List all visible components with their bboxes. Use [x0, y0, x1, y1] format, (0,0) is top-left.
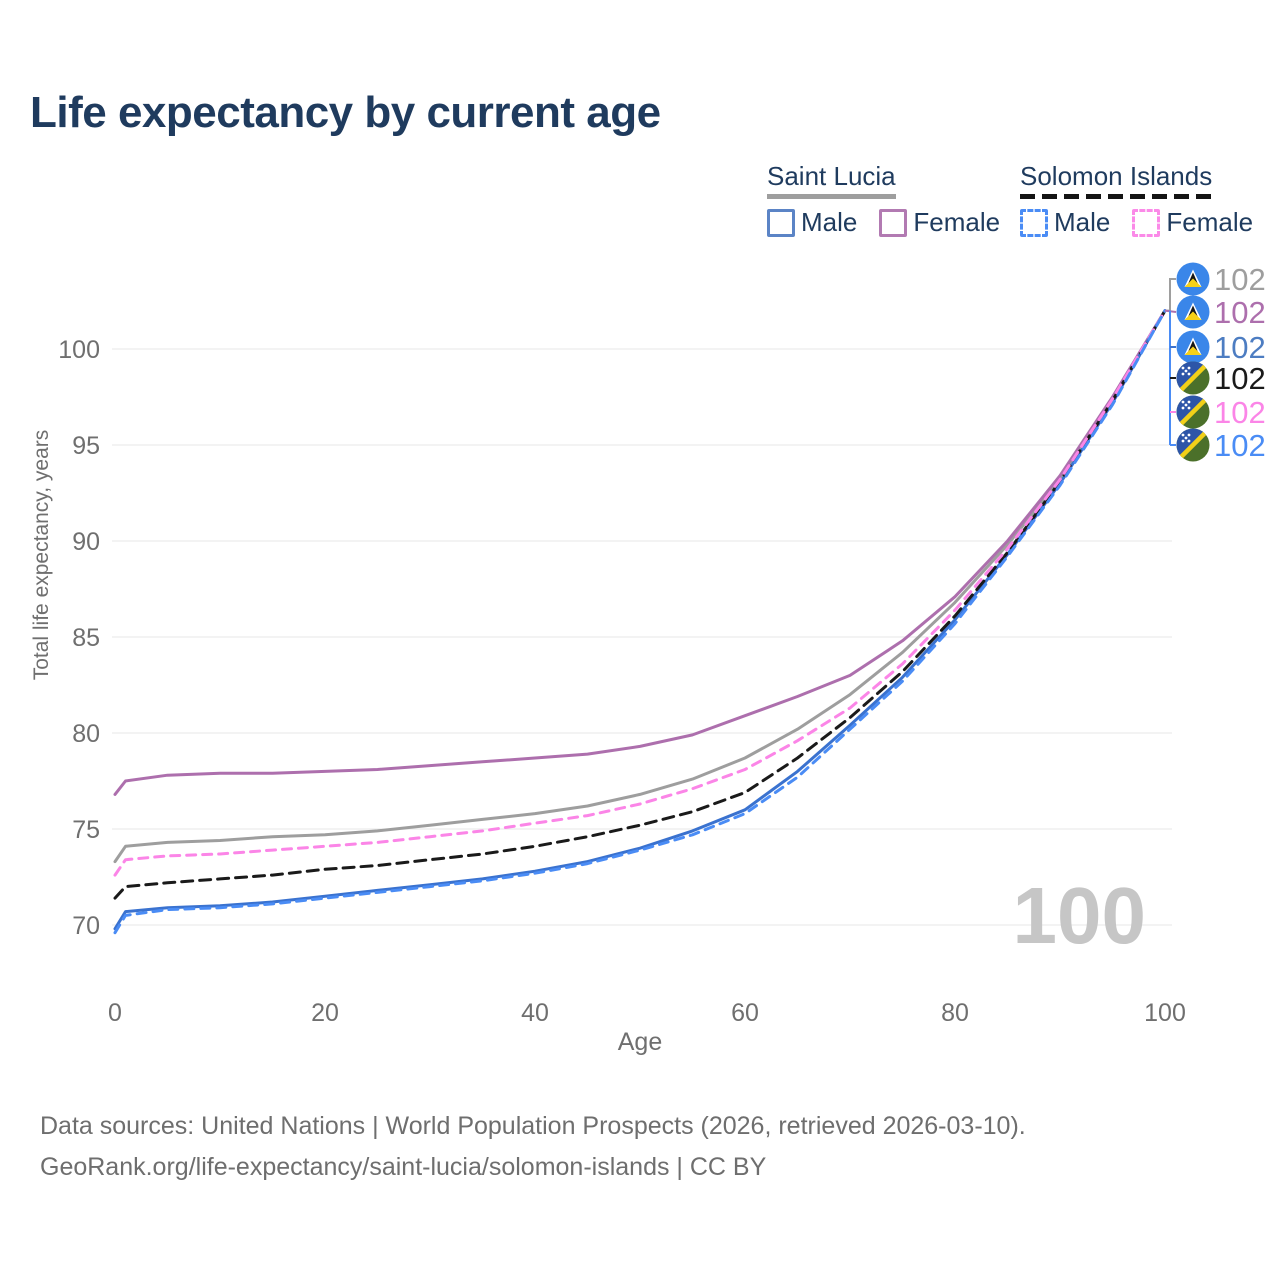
solomon-islands-flag-star [1184, 369, 1188, 373]
solomon-islands-flag-icon [1176, 361, 1210, 395]
x-axis-title: Age [617, 1028, 663, 1056]
saint-lucia-female-checkbox-icon[interactable] [879, 208, 908, 237]
solomon-islands-line-sample [1020, 194, 1213, 199]
end-value-label-saint-lucia-male: 102 [1214, 330, 1266, 365]
solomon-islands-flag-icon [1176, 395, 1210, 429]
legend-label-saint-lucia-female: Female [913, 207, 1001, 237]
solomon-islands-flag-icon [1176, 428, 1210, 462]
x-tick-label: 20 [311, 999, 339, 1027]
x-tick-label: 100 [1144, 999, 1186, 1027]
solomon-islands-flag-star [1187, 406, 1191, 410]
saint-lucia-flag-gold-triangle [1184, 311, 1202, 320]
x-tick-label: 40 [521, 999, 549, 1027]
end-value-label-saint-lucia-all: 102 [1214, 262, 1266, 297]
solomon-islands-flag-star [1187, 400, 1191, 404]
solomon-islands-flag-star [1187, 433, 1191, 437]
saint-lucia-flag-icon [1176, 295, 1210, 329]
current-age-watermark: 100 [1012, 871, 1146, 960]
legend-group-solomon-islands: Solomon Islands Male Female [1020, 161, 1253, 238]
legend-items-solomon-islands: Male Female [1020, 207, 1253, 238]
saint-lucia-flag-icon [1176, 330, 1210, 364]
legend-toggle-solomon-islands-female[interactable]: Female [1132, 207, 1253, 238]
solomon-islands-flag-star [1187, 366, 1191, 370]
solomon-islands-flag-star [1181, 366, 1185, 370]
footer: Data sources: United Nations | World Pop… [40, 1106, 1026, 1188]
legend-label-solomon-islands-female: Female [1166, 207, 1254, 237]
leader-line [1165, 278, 1176, 312]
x-tick-label: 60 [731, 999, 759, 1027]
solomon-islands-flag-star [1184, 436, 1188, 440]
x-tick-label: 0 [108, 999, 122, 1027]
series-line-saint-lucia-female [113, 309, 1167, 796]
saint-lucia-flag-gold-triangle [1184, 278, 1202, 287]
solomon-islands-flag-star [1187, 372, 1191, 376]
legend-toggle-solomon-islands-male[interactable]: Male [1020, 207, 1110, 238]
y-axis-title: Total life expectancy, years [30, 429, 53, 681]
x-tick-label: 80 [941, 999, 969, 1027]
legend-country-saint-lucia: Saint Lucia [767, 161, 896, 191]
end-value-label-solomon-islands-male: 102 [1214, 428, 1266, 463]
y-tick-label: 80 [72, 720, 100, 748]
solomon-islands-flag-stripe [1177, 396, 1209, 428]
series-line-saint-lucia-all [113, 309, 1167, 864]
solomon-islands-flag-star [1181, 433, 1185, 437]
solomon-islands-flag-star [1181, 372, 1185, 376]
solomon-islands-flag-stripe [1177, 362, 1209, 394]
y-tick-label: 70 [72, 912, 100, 940]
y-tick-label: 100 [58, 336, 100, 364]
solomon-islands-flag-stripe [1177, 429, 1209, 461]
y-tick-label: 90 [72, 528, 100, 556]
saint-lucia-flag-gold-triangle [1184, 346, 1202, 355]
legend-items-saint-lucia: Male Female [767, 207, 1000, 238]
saint-lucia-male-checkbox-icon[interactable] [767, 208, 795, 237]
y-tick-label: 75 [72, 816, 100, 844]
series-line-solomon-islands-female [113, 309, 1167, 877]
series-line-saint-lucia-male [113, 309, 1167, 931]
legend-country-solomon-islands: Solomon Islands [1020, 161, 1213, 191]
legend-head-saint-lucia: Saint Lucia [767, 161, 896, 199]
y-tick-label: 95 [72, 432, 100, 460]
series-line-solomon-islands-male [113, 309, 1167, 935]
solomon-islands-flag-star [1181, 439, 1185, 443]
end-value-label-saint-lucia-female: 102 [1214, 295, 1266, 330]
legend-toggle-saint-lucia-female[interactable]: Female [879, 207, 1000, 238]
solomon-islands-flag-star [1184, 403, 1188, 407]
end-value-label-solomon-islands-female: 102 [1214, 395, 1266, 430]
page-title: Life expectancy by current age [30, 88, 661, 137]
series-line-solomon-islands-all [113, 309, 1167, 900]
footer-data-sources: Data sources: United Nations | World Pop… [40, 1112, 1026, 1140]
legend-head-solomon-islands: Solomon Islands [1020, 161, 1213, 199]
solomon-islands-male-checkbox-icon[interactable] [1020, 208, 1048, 237]
end-value-label-solomon-islands-all: 102 [1214, 361, 1266, 396]
solomon-islands-flag-star [1181, 400, 1185, 404]
saint-lucia-flag-icon [1176, 262, 1210, 296]
legend-group-saint-lucia: Saint Lucia Male Female [767, 161, 1000, 238]
solomon-islands-flag-star [1181, 406, 1185, 410]
legend-toggle-saint-lucia-male[interactable]: Male [767, 207, 857, 238]
saint-lucia-line-sample [767, 194, 896, 199]
solomon-islands-female-checkbox-icon[interactable] [1132, 208, 1161, 237]
y-tick-label: 85 [72, 624, 100, 652]
solomon-islands-flag-star [1187, 439, 1191, 443]
legend-label-saint-lucia-male: Male [801, 207, 858, 237]
footer-attribution: GeoRank.org/life-expectancy/saint-lucia/… [40, 1153, 767, 1181]
legend-label-solomon-islands-male: Male [1054, 207, 1111, 237]
